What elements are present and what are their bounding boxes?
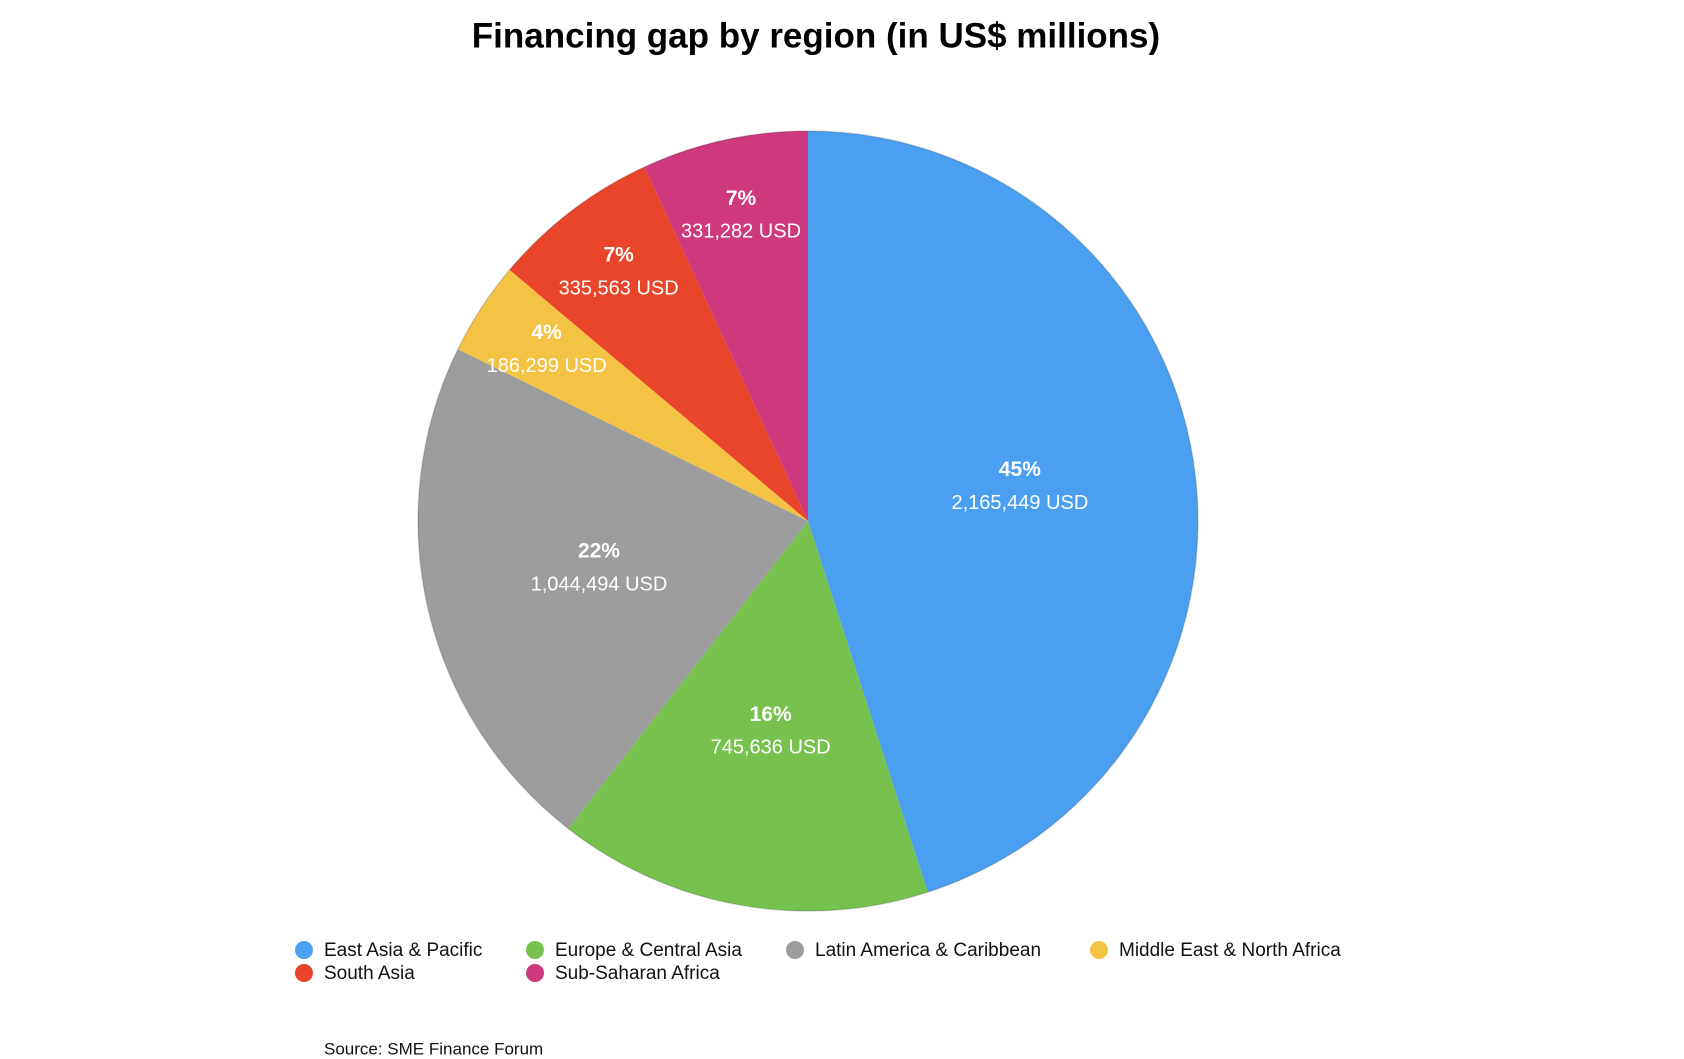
- value-label: 745,636 USD: [711, 737, 831, 759]
- legend-label: Sub-Saharan Africa: [555, 963, 720, 984]
- legend-swatch: [295, 964, 313, 982]
- percent-label: 7%: [603, 244, 634, 267]
- legend-label: Latin America & Caribbean: [815, 940, 1041, 961]
- slice: [568, 521, 928, 911]
- legend-label: Europe & Central Asia: [555, 940, 742, 961]
- value-label: 1,044,494 USD: [531, 573, 668, 595]
- slice: [418, 349, 808, 829]
- value-label: 2,165,449 USD: [952, 492, 1089, 514]
- pie-outline: [417, 130, 1199, 912]
- pie: [417, 130, 1199, 912]
- slice: [644, 131, 808, 521]
- percent-label: 7%: [726, 187, 757, 210]
- legend-label: East Asia & Pacific: [324, 940, 482, 961]
- percent-label: 4%: [531, 321, 562, 344]
- percent-label: 22%: [578, 540, 620, 563]
- slice: [808, 131, 1199, 893]
- percent-label: 16%: [750, 703, 792, 726]
- legend: East Asia & Pacific Europe & Central Asia…: [295, 940, 1341, 984]
- legend-label: South Asia: [324, 963, 415, 984]
- legend-label: Middle East & North Africa: [1119, 940, 1341, 961]
- percent-label: 45%: [999, 458, 1041, 481]
- legend-swatch: [526, 964, 544, 982]
- value-label: 335,563 USD: [559, 277, 679, 299]
- legend-swatch: [786, 941, 804, 959]
- value-label: 331,282 USD: [681, 221, 801, 243]
- legend-swatch: [295, 941, 313, 959]
- slice: [457, 269, 808, 521]
- legend-swatch: [1090, 941, 1108, 959]
- slice: [509, 166, 808, 522]
- legend-swatch: [526, 941, 544, 959]
- chart-title: Financing gap by region (in US$ millions…: [472, 16, 1160, 55]
- slice-labels: 45% 2,165,449 USD 16% 745,636 USD 22% 1,044,4…: [487, 187, 1089, 759]
- value-label: 186,299 USD: [487, 355, 607, 377]
- source: Source: SME Finance Forum: [324, 1039, 543, 1058]
